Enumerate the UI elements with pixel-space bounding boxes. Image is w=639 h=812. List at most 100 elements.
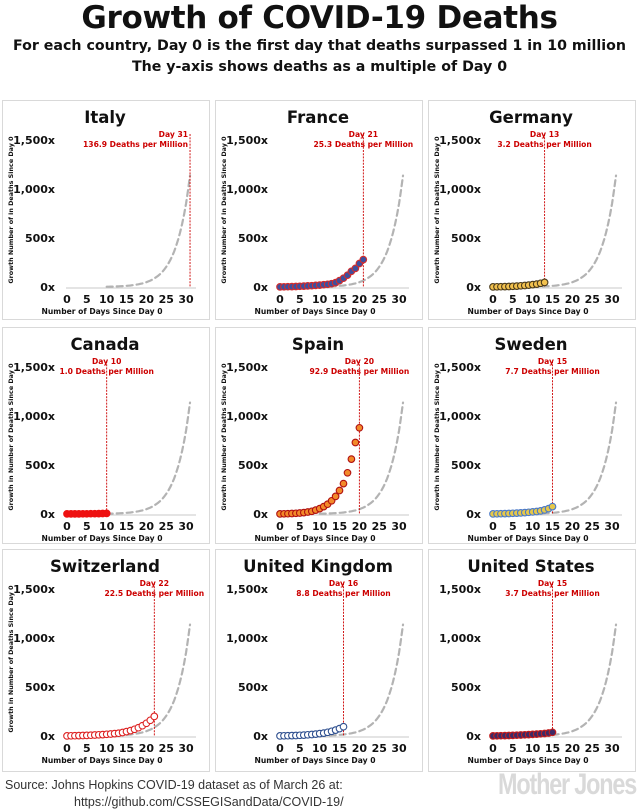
x-tick-label: 30	[391, 742, 407, 755]
annotation-day: Day 16	[329, 579, 358, 588]
y-tick-label: 1,500x	[439, 361, 481, 374]
x-tick-label: 0	[489, 520, 497, 533]
y-tick-label: 1,500x	[439, 583, 481, 596]
data-point	[150, 712, 159, 721]
y-axis-label: Growth in Number of Deaths Since Day 0	[7, 585, 15, 733]
y-tick-label: 1,000x	[439, 183, 481, 196]
x-tick-label: 15	[545, 742, 560, 755]
x-axis-label: Number of Days Since Day 0	[468, 534, 589, 543]
x-tick-label: 30	[604, 520, 620, 533]
trend-line	[105, 401, 192, 515]
x-tick-label: 15	[545, 520, 560, 533]
x-tick-label: 10	[525, 293, 541, 306]
x-tick-label: 5	[296, 293, 304, 306]
x-tick-label: 25	[585, 742, 600, 755]
annotation-day: Day 10	[92, 357, 121, 366]
y-axis-label: Growth Number of in Deaths Since Day 0	[220, 136, 228, 284]
panel-canada: Canada 0x 500x 1,000x 1,500x 0 5 10 15 20 25 30 Numb…	[2, 327, 210, 544]
data-point	[540, 278, 549, 287]
panel-germany: Germany 0x 500x 1,000x 1,500x 0 5 10 15 20 25 30 Num…	[428, 100, 636, 320]
x-axis-label: Number of Days Since Day 0	[255, 756, 376, 765]
panel-united-states: United States 0x 500x 1,000x 1,500x 0 5 10 15 20 2…	[428, 549, 636, 772]
x-tick-label: 25	[585, 293, 600, 306]
x-axis-label: Number of Days Since Day 0	[468, 756, 589, 765]
annotation-deaths: 3.7 Deaths per Million	[505, 589, 599, 598]
panel-title: United Kingdom	[243, 557, 393, 576]
panel-switzerland: Switzerland 0x 500x 1,000x 1,500x 0 5 10 15 20 25 3…	[2, 549, 210, 772]
y-tick-label: 0x	[253, 508, 268, 521]
x-tick-label: 10	[525, 520, 541, 533]
x-tick-label: 10	[525, 742, 541, 755]
x-tick-label: 20	[139, 742, 155, 755]
trend-line	[105, 174, 192, 288]
chart-title: Growth of COVID-19 Deaths	[81, 0, 558, 36]
mother-jones-logo: Mother Jones	[498, 768, 637, 801]
annotation-day: Day 21	[349, 130, 378, 139]
y-axis-label: Growth Number of in Deaths Since Day 0	[7, 136, 15, 284]
y-tick-label: 500x	[451, 459, 481, 472]
y-tick-label: 500x	[238, 232, 268, 245]
x-tick-label: 5	[83, 742, 91, 755]
data-point	[102, 509, 111, 518]
x-tick-label: 5	[83, 293, 91, 306]
x-tick-label: 20	[352, 742, 368, 755]
x-tick-label: 15	[332, 742, 347, 755]
y-tick-label: 1,000x	[13, 183, 55, 196]
trend-line	[318, 623, 405, 737]
annotation-deaths: 7.7 Deaths per Million	[505, 367, 599, 376]
x-tick-label: 5	[509, 742, 517, 755]
x-tick-label: 20	[352, 293, 368, 306]
panel-border	[2, 327, 210, 544]
x-tick-label: 10	[99, 293, 115, 306]
x-tick-label: 20	[565, 293, 581, 306]
y-tick-label: 1,500x	[13, 361, 55, 374]
panel-sweden: Sweden 0x 500x 1,000x 1,500x 0 5 10 15 20 25 30 Numb…	[428, 327, 636, 544]
y-axis-label: Growth in Number of Deaths Since Day 0	[7, 363, 15, 511]
panel-title: Spain	[292, 335, 344, 354]
y-tick-label: 500x	[25, 232, 55, 245]
y-tick-label: 1,000x	[226, 632, 268, 645]
y-tick-label: 1,000x	[439, 632, 481, 645]
y-tick-label: 0x	[466, 508, 481, 521]
data-point	[359, 255, 368, 264]
x-axis-label: Number of Days Since Day 0	[42, 534, 163, 543]
annotation-day: Day 15	[538, 579, 567, 588]
y-tick-label: 1,500x	[226, 583, 268, 596]
x-tick-label: 10	[99, 742, 115, 755]
panel-spain: Spain 0x 500x 1,000x 1,500x 0 5 10 15 20 25 30 Numbe…	[215, 327, 423, 544]
y-tick-label: 1,500x	[13, 583, 55, 596]
panel-title: Italy	[84, 108, 126, 127]
x-tick-label: 0	[489, 742, 497, 755]
y-tick-label: 0x	[40, 281, 55, 294]
x-tick-label: 20	[139, 520, 155, 533]
y-tick-label: 1,000x	[13, 410, 55, 423]
y-tick-label: 500x	[25, 681, 55, 694]
x-tick-label: 30	[178, 293, 194, 306]
x-axis-label: Number of Days Since Day 0	[255, 534, 376, 543]
data-point	[331, 492, 340, 501]
data-point	[347, 455, 356, 463]
x-tick-label: 30	[391, 520, 407, 533]
data-point	[548, 502, 557, 511]
data-point	[343, 468, 352, 477]
y-axis-label: Growth in Number of Deaths Since Day 0	[433, 363, 441, 511]
x-axis-label: Number of Days Since Day 0	[468, 307, 589, 316]
x-tick-label: 25	[159, 293, 174, 306]
x-tick-label: 10	[312, 742, 328, 755]
chart-subtitle-1: For each country, Day 0 is the first day…	[13, 38, 626, 54]
y-tick-label: 1,500x	[13, 134, 55, 147]
panel-title: Switzerland	[50, 557, 160, 576]
x-tick-label: 15	[545, 293, 560, 306]
y-tick-label: 1,500x	[226, 361, 268, 374]
y-tick-label: 500x	[451, 232, 481, 245]
panel-united-kingdom: United Kingdom 0x 500x 1,000x 1,500x 0 5 10 15 20…	[215, 549, 423, 772]
x-tick-label: 0	[276, 742, 284, 755]
data-point	[351, 264, 360, 273]
annotation-day: Day 20	[345, 357, 374, 366]
x-tick-label: 15	[119, 520, 134, 533]
y-tick-label: 1,000x	[226, 410, 268, 423]
x-tick-label: 5	[296, 742, 304, 755]
x-axis-label: Number of Days Since Day 0	[42, 756, 163, 765]
x-axis-label: Number of Days Since Day 0	[42, 307, 163, 316]
